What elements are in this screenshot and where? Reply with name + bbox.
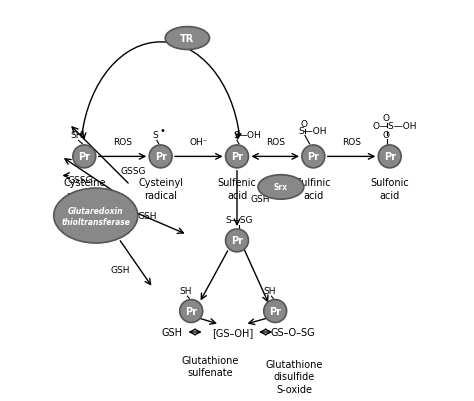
- Text: [GS–OH]: [GS–OH]: [212, 327, 254, 337]
- Text: Pr: Pr: [269, 306, 281, 316]
- Text: Sulfinic
acid: Sulfinic acid: [296, 178, 331, 200]
- Text: Srx: Srx: [274, 183, 288, 192]
- Text: S: S: [152, 131, 158, 140]
- Text: Pr: Pr: [231, 152, 243, 162]
- Text: GSH: GSH: [137, 212, 157, 221]
- Circle shape: [73, 146, 96, 168]
- Text: •: •: [160, 126, 165, 136]
- Text: S—OH: S—OH: [298, 127, 327, 136]
- Text: S—SG: S—SG: [225, 215, 253, 225]
- Text: GS–O–SG: GS–O–SG: [270, 327, 315, 337]
- Text: O: O: [301, 119, 307, 128]
- Text: Cysteinyl
radical: Cysteinyl radical: [138, 178, 183, 200]
- Text: O—S—OH: O—S—OH: [373, 122, 417, 131]
- Text: Sulfonic
acid: Sulfonic acid: [370, 178, 409, 200]
- Text: Pr: Pr: [78, 152, 90, 162]
- Text: Pr: Pr: [384, 152, 396, 162]
- Text: GSSG: GSSG: [67, 175, 92, 184]
- Text: TR: TR: [180, 34, 194, 44]
- Text: Pr: Pr: [185, 306, 197, 316]
- Ellipse shape: [258, 175, 304, 200]
- Text: SH: SH: [263, 286, 276, 295]
- Text: Pr: Pr: [155, 152, 167, 162]
- Text: Cysteine
residue: Cysteine residue: [63, 178, 106, 200]
- Circle shape: [226, 229, 248, 252]
- Text: Glutathione
disulfide
S-oxide: Glutathione disulfide S-oxide: [265, 359, 323, 393]
- Ellipse shape: [165, 28, 210, 51]
- Text: Pr: Pr: [307, 152, 319, 162]
- Text: Glutaredoxin
thioltransferase: Glutaredoxin thioltransferase: [61, 206, 130, 226]
- Text: S: S: [233, 131, 239, 140]
- Circle shape: [378, 146, 401, 168]
- Circle shape: [180, 300, 203, 323]
- Ellipse shape: [54, 188, 138, 243]
- Text: O: O: [383, 131, 389, 140]
- Circle shape: [302, 146, 325, 168]
- Text: GSSG: GSSG: [120, 167, 146, 176]
- Circle shape: [149, 146, 172, 168]
- Text: —OH: —OH: [239, 131, 262, 140]
- Text: GSH: GSH: [162, 327, 182, 337]
- Text: SH: SH: [179, 286, 191, 295]
- Circle shape: [264, 300, 287, 323]
- Text: O: O: [383, 114, 389, 123]
- Text: OH⁻: OH⁻: [190, 138, 208, 146]
- Text: ROS: ROS: [342, 138, 361, 146]
- Text: Sulfenic
acid: Sulfenic acid: [218, 178, 256, 200]
- Text: Glutathione
sulfenate: Glutathione sulfenate: [182, 355, 239, 377]
- Text: GSH: GSH: [250, 194, 270, 203]
- Text: ROS: ROS: [113, 138, 132, 146]
- Text: Pr: Pr: [231, 236, 243, 246]
- Text: SH: SH: [71, 131, 83, 140]
- Circle shape: [226, 146, 248, 168]
- Text: ROS: ROS: [265, 138, 285, 146]
- Text: GSH: GSH: [111, 265, 130, 274]
